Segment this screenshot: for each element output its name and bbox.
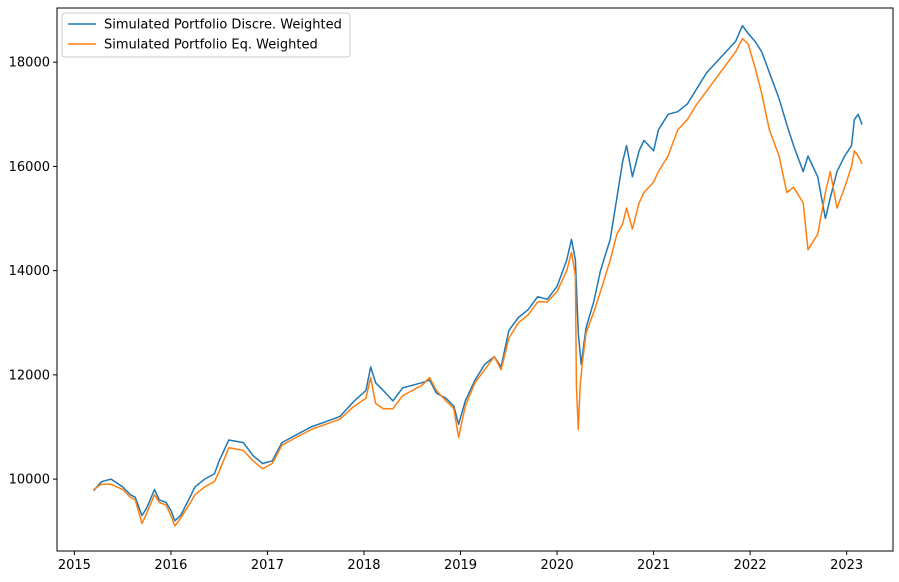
y-axis: 10000 12000 14000 16000 18000 [9,56,57,488]
x-tick-label: 2022 [734,558,767,573]
x-tick-label: 2018 [347,558,380,573]
series-layer [93,24,863,527]
x-tick-label: 2017 [251,558,284,573]
y-tick-label: 10000 [9,473,50,488]
series-line-0 [93,24,863,522]
legend: Simulated Portfolio Discre. Weighted Simu… [61,12,351,58]
y-tick-label: 12000 [9,368,50,383]
y-tick-label: 18000 [9,56,50,71]
x-tick-label: 2020 [541,558,574,573]
legend-box [61,12,351,58]
y-tick-label: 14000 [9,264,50,279]
legend-label-0: Simulated Portfolio Discre. Weighted [104,18,342,33]
legend-label-1: Simulated Portfolio Eq. Weighted [104,38,318,53]
plot-background [57,8,893,551]
series-line-1 [93,37,863,527]
y-tick-label: 16000 [9,160,50,175]
x-axis: 2015 2016 2017 2018 2019 2020 2021 2022 2023 [58,551,863,573]
x-tick-label: 2023 [830,558,863,573]
x-tick-label: 2015 [58,558,91,573]
plot-frame [56,7,894,552]
x-tick-label: 2019 [444,558,477,573]
x-tick-label: 2021 [637,558,670,573]
x-tick-label: 2016 [154,558,187,573]
